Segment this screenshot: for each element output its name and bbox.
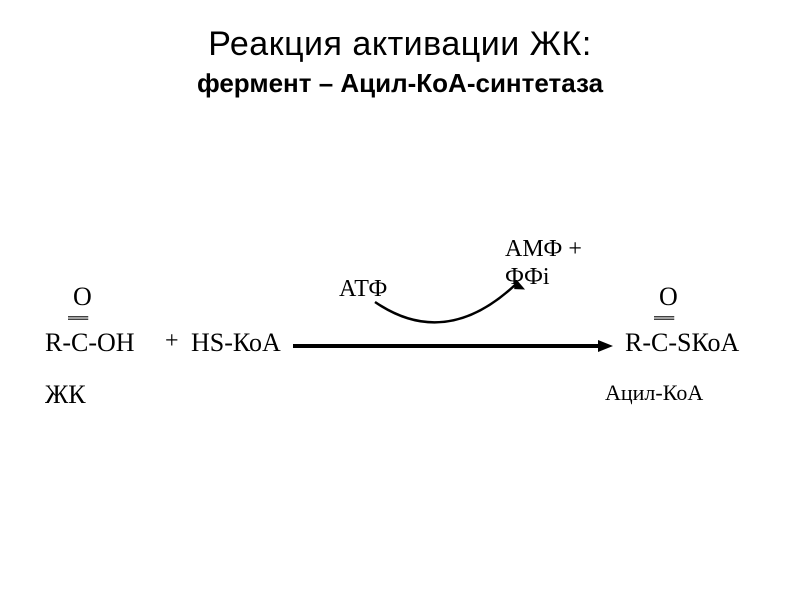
product-oxygen: O [659,282,678,312]
reaction-diagram: O || R-C-OH ЖК + HS-КоА АТФ АМФ + ФФі O … [45,260,745,500]
reactant2-formula: HS-КоА [191,328,281,358]
title-line-2: фермент – Ацил-КоА-синтетаза [0,68,800,99]
product-label: Ацил-КоА [605,380,703,406]
reactant1-double-bond: || [66,315,92,320]
amp-line1: АМФ + [505,236,582,262]
slide-title-block: Реакция активации ЖК: фермент – Ацил-КоА… [0,0,800,99]
title-line-1: Реакция активации ЖК: [0,25,800,64]
reactant1-oxygen: O [73,282,92,312]
atp-curve-arrow-icon [345,280,555,350]
reactant1-label: ЖК [45,380,86,410]
reactant1-formula: R-C-OH [45,328,135,358]
product-formula: R-C-SКоА [625,328,739,358]
plus-sign: + [165,328,179,355]
product-double-bond: || [652,315,678,320]
